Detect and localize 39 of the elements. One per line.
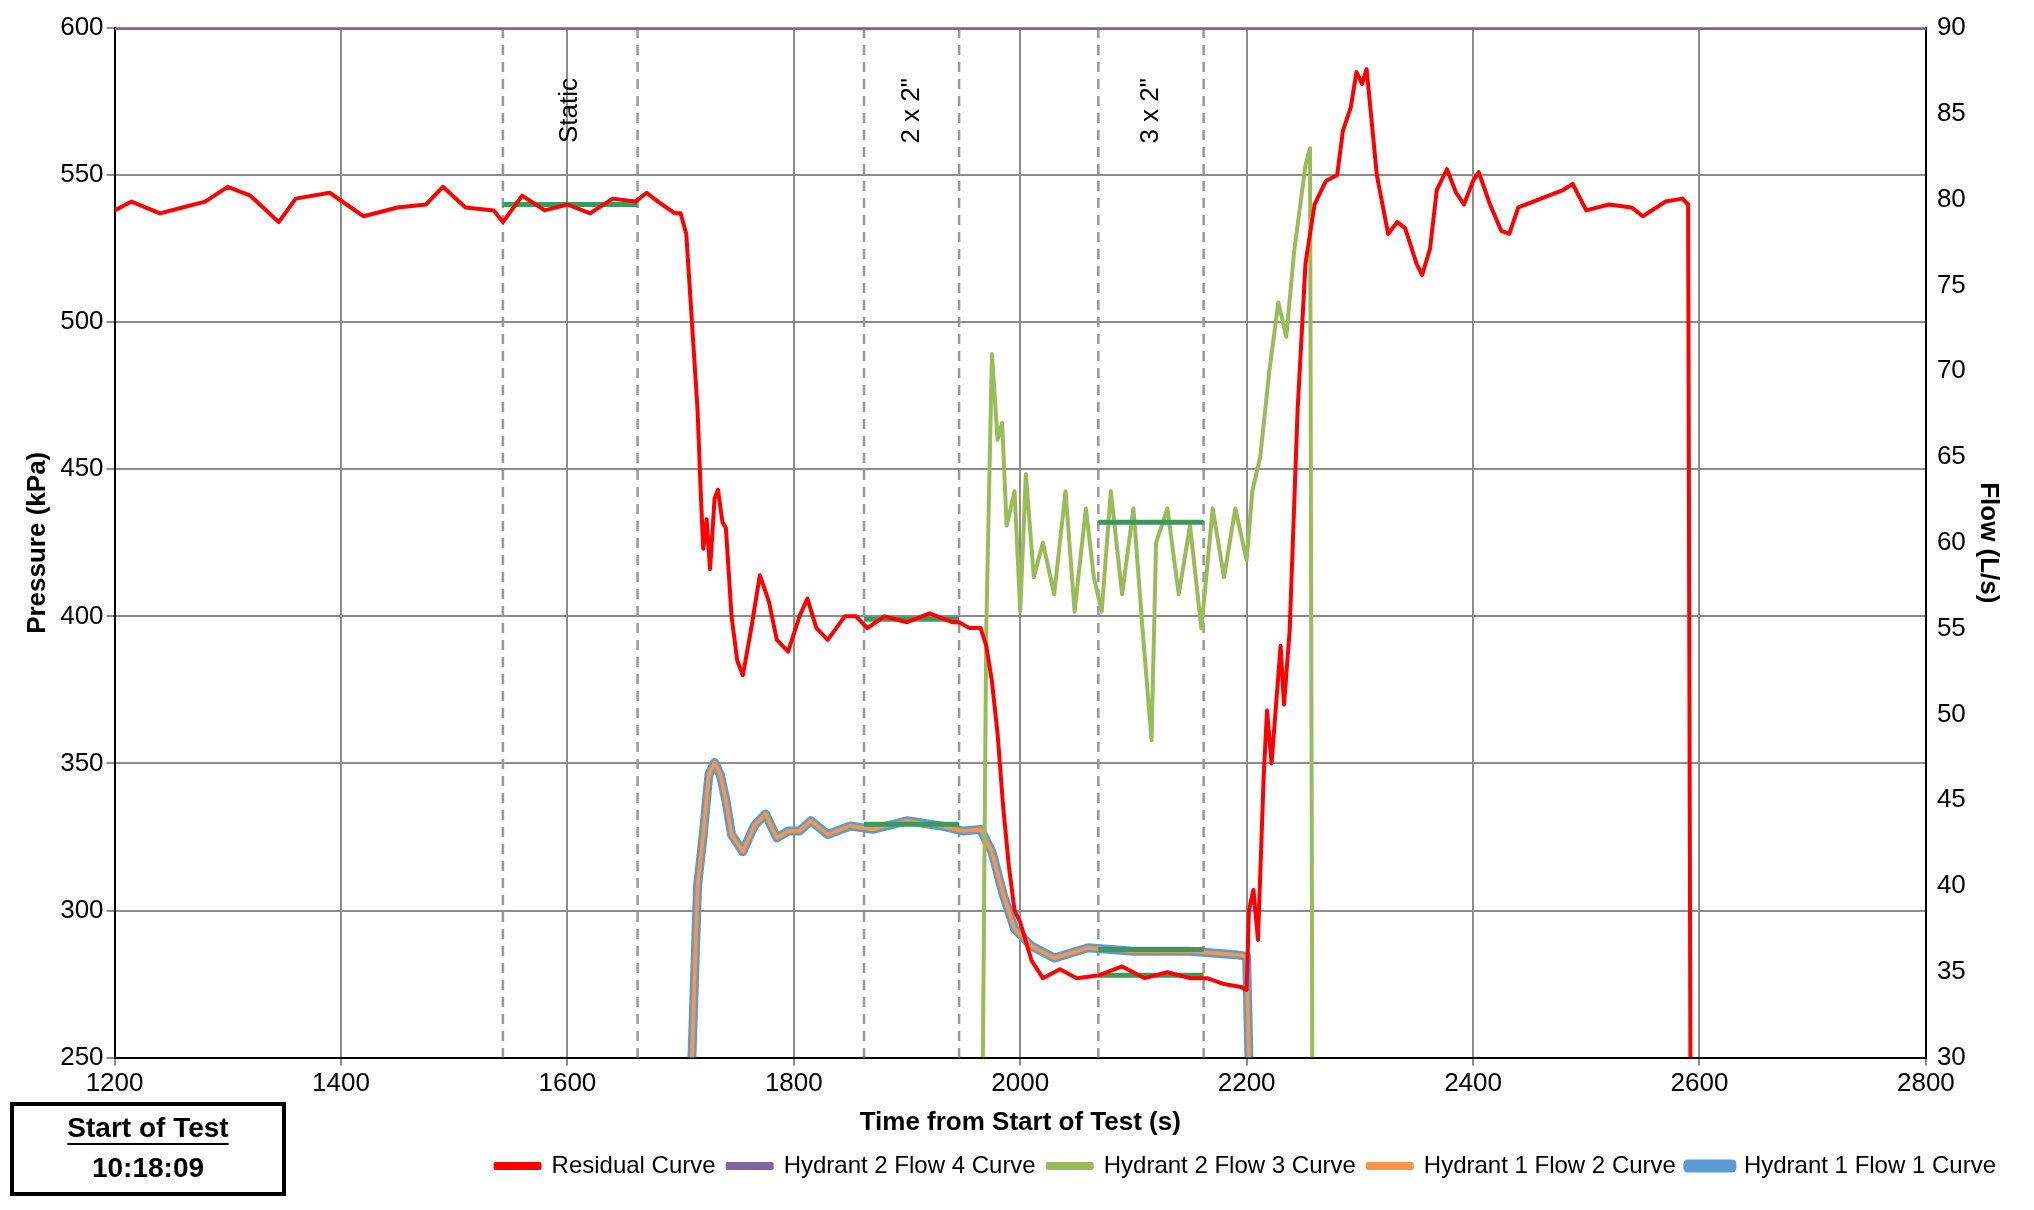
text: 10:18:09 bbox=[91, 1151, 205, 1183]
y2-tick-label: 60 bbox=[1936, 525, 1966, 556]
y2-tick-label: 65 bbox=[1936, 440, 1966, 471]
text: Start of Test bbox=[67, 1111, 229, 1143]
y2-tick-label: 75 bbox=[1936, 268, 1966, 299]
ref-line-label: 2 x 2" bbox=[894, 78, 925, 144]
legend-label: Hydrant 1 Flow 1 Curve bbox=[1743, 1150, 1996, 1178]
y2-tick-label: 40 bbox=[1936, 869, 1966, 900]
y2-tick-label: 55 bbox=[1936, 611, 1966, 642]
x-tick-label: 1400 bbox=[312, 1067, 370, 1098]
y-axis-title: Pressure (kPa) bbox=[20, 451, 51, 634]
y2-tick-label: 45 bbox=[1936, 783, 1966, 814]
legend-label: Hydrant 2 Flow 4 Curve bbox=[783, 1150, 1036, 1178]
x-tick-label: 2400 bbox=[1444, 1067, 1502, 1098]
legend-label: Residual Curve bbox=[551, 1150, 716, 1178]
y2-axis-title: Flow (L/s) bbox=[1975, 482, 2006, 604]
y-tick-label: 400 bbox=[60, 599, 104, 630]
x-tick-label: 2600 bbox=[1670, 1067, 1729, 1098]
y-tick-label: 500 bbox=[60, 305, 104, 336]
x-tick-label: 2000 bbox=[991, 1067, 1050, 1098]
ref-line-label: 3 x 2" bbox=[1134, 78, 1165, 144]
y2-tick-label: 85 bbox=[1936, 96, 1966, 127]
y-tick-label: 600 bbox=[60, 11, 104, 42]
x-tick-label: 2200 bbox=[1217, 1067, 1276, 1098]
y2-tick-label: 70 bbox=[1936, 354, 1966, 385]
x-tick-label: 1600 bbox=[538, 1067, 597, 1098]
x-tick-label: 1800 bbox=[764, 1067, 823, 1098]
legend-label: Hydrant 1 Flow 2 Curve bbox=[1423, 1150, 1676, 1178]
y-tick-label: 450 bbox=[60, 452, 104, 483]
y2-tick-label: 80 bbox=[1936, 182, 1966, 213]
y-tick-label: 300 bbox=[60, 893, 104, 924]
y2-tick-label: 90 bbox=[1936, 11, 1966, 42]
y-tick-label: 350 bbox=[60, 746, 104, 777]
y-tick-label: 550 bbox=[60, 158, 104, 189]
ref-line-label: Static bbox=[553, 78, 584, 144]
x-axis-title: Time from Start of Test (s) bbox=[859, 1105, 1181, 1136]
y2-tick-label: 50 bbox=[1936, 697, 1966, 728]
y2-tick-label: 35 bbox=[1936, 954, 1966, 985]
legend-label: Hydrant 2 Flow 3 Curve bbox=[1103, 1150, 1356, 1178]
